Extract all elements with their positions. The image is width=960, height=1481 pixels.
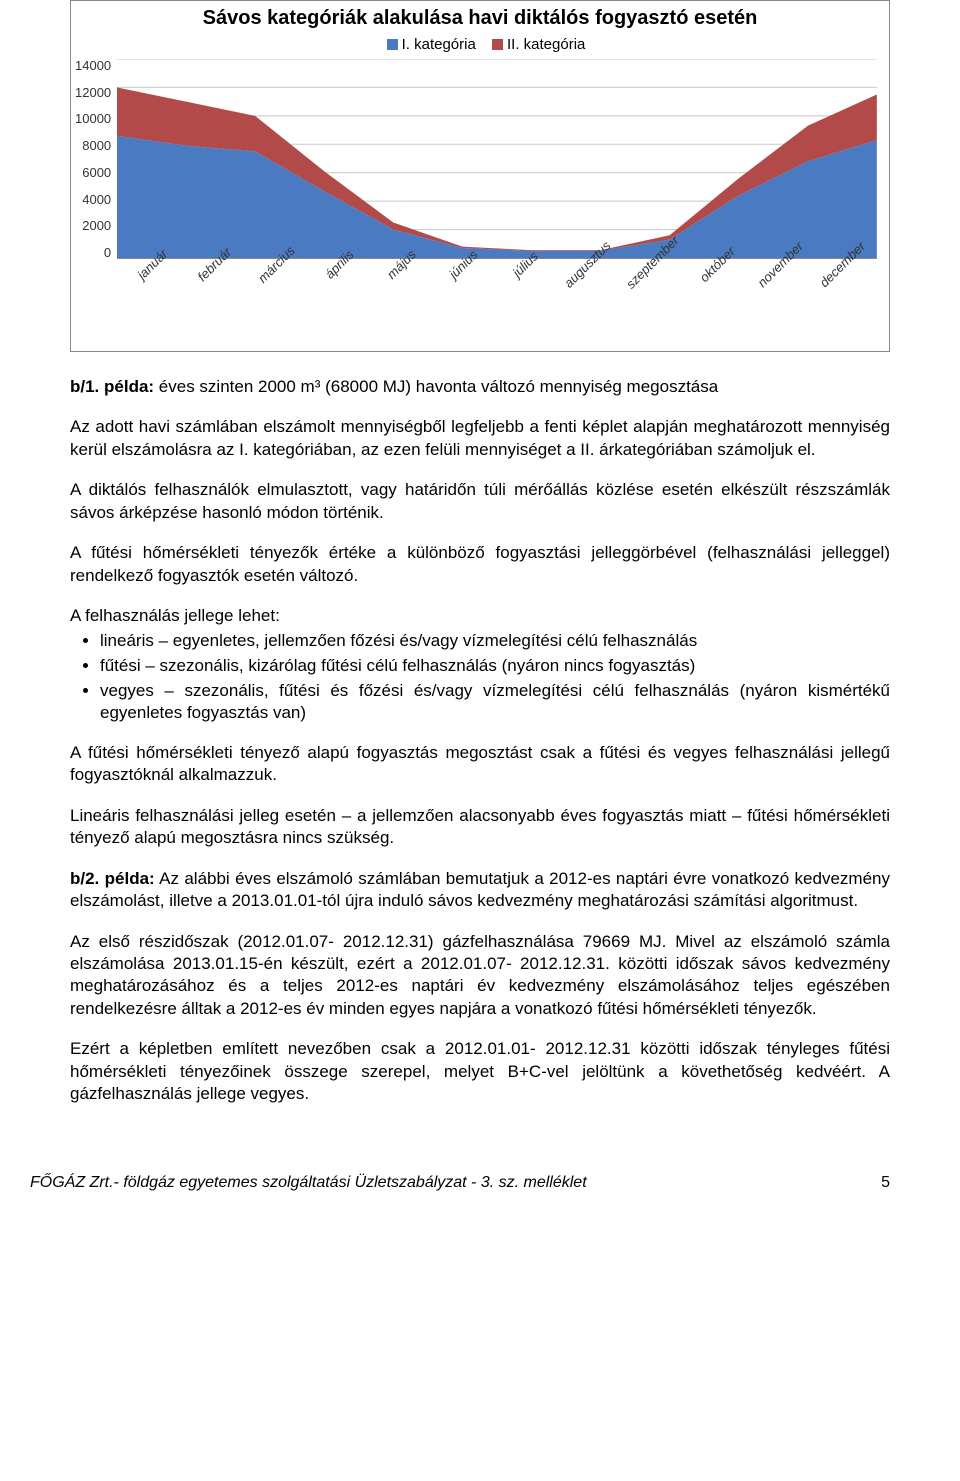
- paragraph: Az első részidőszak (2012.01.07- 2012.12…: [70, 931, 890, 1021]
- list-intro: A felhasználás jellege lehet:: [70, 605, 890, 627]
- y-tick-label: 8000: [75, 139, 111, 152]
- paragraph: A fűtési hőmérsékleti tényező alapú fogy…: [70, 742, 890, 787]
- chart-title: Sávos kategóriák alakulása havi diktálós…: [71, 1, 889, 32]
- legend-label-2: II. kategória: [507, 36, 585, 53]
- document-body: b/1. példa: éves szinten 2000 m³ (68000 …: [70, 376, 890, 1106]
- example-1-label: b/1. példa:: [70, 377, 154, 396]
- y-tick-label: 4000: [75, 193, 111, 206]
- chart-svg: [117, 59, 877, 258]
- legend-swatch-2: [492, 39, 503, 50]
- page-number: 5: [881, 1174, 890, 1192]
- y-tick-label: 6000: [75, 166, 111, 179]
- legend-label-1: I. kategória: [402, 36, 476, 53]
- list-item: lineáris – egyenletes, jellemzően főzési…: [100, 630, 890, 652]
- paragraph: Lineáris felhasználási jelleg esetén – a…: [70, 805, 890, 850]
- example-2-heading: b/2. példa: Az alábbi éves elszámoló szá…: [70, 868, 890, 913]
- y-tick-label: 12000: [75, 86, 111, 99]
- chart-plot-area: [117, 59, 877, 259]
- y-tick-label: 10000: [75, 112, 111, 125]
- y-tick-label: 14000: [75, 59, 111, 72]
- page-footer: FŐGÁZ Zrt.- földgáz egyetemes szolgáltat…: [0, 1154, 960, 1202]
- list-item: vegyes – szezonális, fűtési és főzési és…: [100, 680, 890, 724]
- example-1-title: éves szinten 2000 m³ (68000 MJ) havonta …: [154, 377, 718, 396]
- footer-text: FŐGÁZ Zrt.- földgáz egyetemes szolgáltat…: [30, 1174, 587, 1192]
- example-2-label: b/2. példa:: [70, 869, 155, 888]
- paragraph: Ezért a képletben említett nevezőben csa…: [70, 1038, 890, 1105]
- list-item: fűtési – szezonális, kizárólag fűtési cé…: [100, 655, 890, 677]
- y-tick-label: 0: [75, 246, 111, 259]
- paragraph: A fűtési hőmérsékleti tényezők értéke a …: [70, 542, 890, 587]
- legend-swatch-1: [387, 39, 398, 50]
- paragraph: A diktálós felhasználók elmulasztott, va…: [70, 479, 890, 524]
- y-tick-label: 2000: [75, 219, 111, 232]
- usage-type-list: lineáris – egyenletes, jellemzően főzési…: [70, 630, 890, 724]
- chart-container: Sávos kategóriák alakulása havi diktálós…: [70, 0, 890, 352]
- chart-y-axis: 14000 12000 10000 8000 6000 4000 2000 0: [75, 59, 117, 259]
- paragraph: Az adott havi számlában elszámolt mennyi…: [70, 416, 890, 461]
- example-1-heading: b/1. példa: éves szinten 2000 m³ (68000 …: [70, 376, 890, 398]
- chart-x-axis: januárfebruármárciusáprilismájusjúniusjú…: [71, 259, 889, 351]
- chart-legend: I. kategória II. kategória: [71, 32, 889, 59]
- example-2-text: Az alábbi éves elszámoló számlában bemut…: [70, 869, 890, 910]
